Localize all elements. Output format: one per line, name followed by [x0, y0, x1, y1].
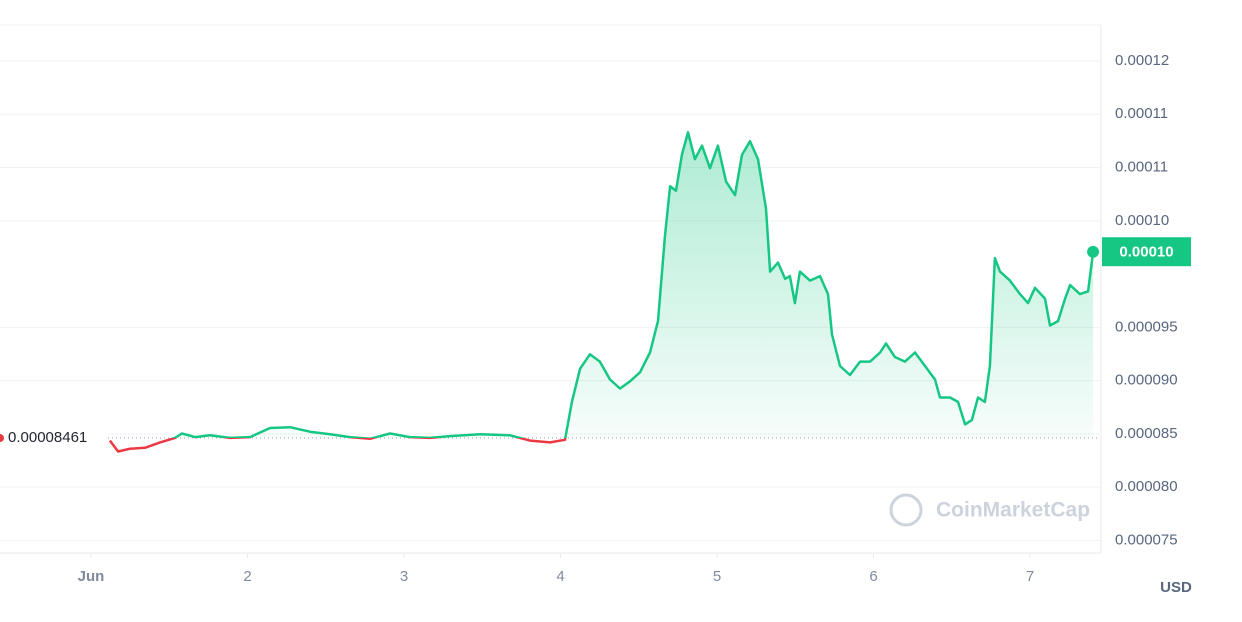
y-tick-label: 0.000090	[1115, 372, 1178, 389]
y-tick-label: 0.000085	[1115, 425, 1178, 442]
y-tick-label: 0.00011	[1115, 159, 1168, 176]
x-tick-label: 6	[869, 568, 877, 585]
x-tick-label: 3	[400, 568, 408, 585]
price-line	[108, 131, 1095, 453]
current-price-badge	[1102, 237, 1191, 267]
watermark: CoinMarketCap	[889, 493, 1090, 527]
y-tick-label: 0.000080	[1115, 478, 1178, 495]
x-tick-label: 5	[713, 568, 721, 585]
current-price-label: 0.00010	[1119, 244, 1173, 261]
last-point	[1087, 245, 1100, 258]
watermark-logo	[889, 493, 923, 527]
reference-dot	[0, 434, 4, 443]
x-tick-label: 2	[243, 568, 251, 585]
watermark-text: CoinMarketCap	[936, 499, 1090, 522]
y-tick-label: 0.00010	[1115, 212, 1169, 229]
price-area	[174, 132, 1094, 439]
reference-label: 0.00008461	[8, 429, 87, 446]
y-tick-label: 0.000075	[1115, 531, 1178, 548]
y-tick-label: 0.00011	[1115, 105, 1168, 122]
x-tick-label: 7	[1026, 568, 1034, 585]
y-tick-label: 0.000095	[1115, 318, 1178, 335]
x-tick-label: 4	[556, 568, 564, 585]
x-tick-label: Jun	[78, 568, 105, 585]
reference-label-bg	[0, 427, 108, 450]
y-unit: USD	[1160, 579, 1192, 596]
y-tick-label: 0.00012	[1115, 52, 1169, 69]
